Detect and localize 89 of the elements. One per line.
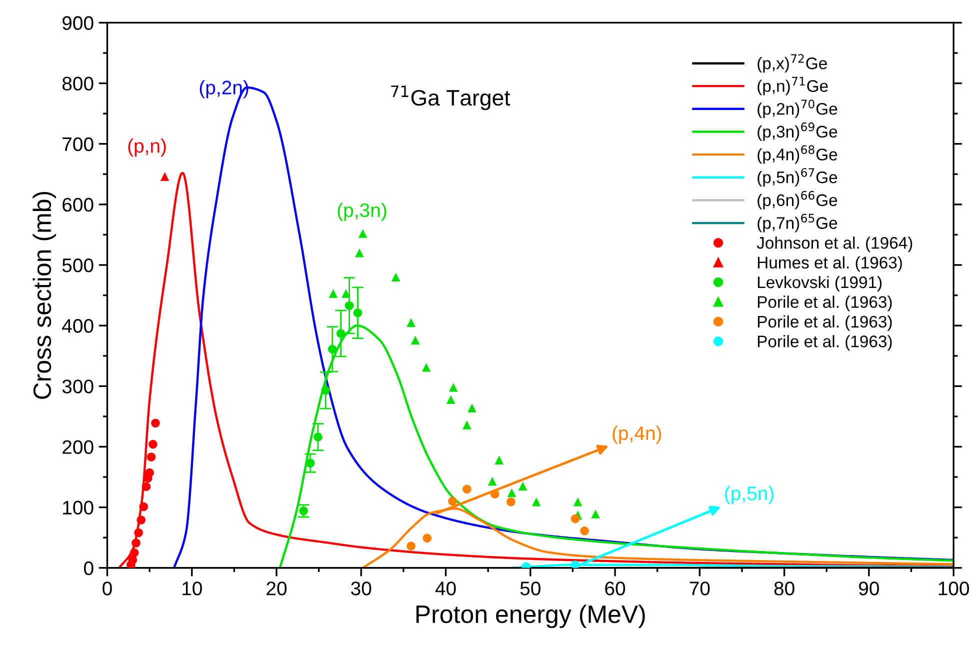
annotation: (p,5n) [725,486,774,504]
point [591,510,600,518]
legend-label: (p,x)$^{72}$Ge [758,54,827,73]
point [406,318,416,327]
legend-label: (p,5n)$^{67}$Ge [758,168,838,187]
point [145,468,154,478]
point [151,418,160,428]
x-tick-label: 40 [435,582,456,596]
x-tick-label: 80 [774,582,794,596]
point [410,336,420,345]
y-tick-label: 400 [62,319,94,333]
point [580,526,589,536]
y-tick-label: 300 [62,380,94,394]
point [570,514,580,524]
legend-label: Porile et al. (1963) [758,296,892,312]
legend-label: (p,4n)$^{68}$Ge [758,145,838,164]
point [507,488,516,498]
x-tick-label: 60 [605,582,626,596]
point [422,362,431,372]
y-tick-label: 900 [62,16,94,30]
y-tick-label: 600 [62,198,94,212]
point [446,395,456,404]
point [160,172,170,181]
legend-label: (p,2n)$^{70}$Ge [758,100,838,118]
point [128,556,138,564]
point [355,248,364,258]
y-axis-title: Cross section (mb) [32,192,56,399]
y-tick-label: 0 [84,561,94,576]
point [306,458,315,468]
x-axis-title: Proton energy (MeV) [416,604,645,628]
legend-label: (p,3n)$^{69}$Ge [758,122,838,141]
annotation: (p,n) [128,138,166,157]
point [406,542,416,550]
legend-label: Porile et al. (1963) [758,315,892,331]
point [488,476,497,486]
point [391,272,400,282]
point [328,344,337,354]
point [448,382,458,392]
point [532,497,541,506]
legend-label: Johnson et al. (1964) [756,236,912,252]
point [448,496,457,506]
point [468,404,476,412]
legend-label: Humes et al. (1963) [758,256,902,272]
legend-label: (p,7n)$^{65}$Ge [758,214,838,232]
annotation: (p,2n) [200,80,248,98]
y-tick-label: 100 [63,500,94,515]
point [328,289,338,298]
annotation: (p,4n) [612,426,662,444]
point [342,289,350,298]
x-tick-label: 70 [690,582,710,596]
annotation: $^{71}$Ga Target [391,86,510,110]
annotation: (p,3n) [338,202,386,221]
point [336,329,346,338]
legend-label: Porile et al. (1963) [758,335,892,351]
point [344,301,354,310]
point [358,229,368,238]
point [136,516,146,524]
y-tick-label: 500 [62,258,94,272]
legend-label: (p,6n)$^{66}$Ge [758,190,838,210]
point [462,420,472,430]
point [494,456,504,464]
point [132,538,140,548]
point [518,482,528,490]
x-tick-label: 50 [520,582,540,596]
x-tick-label: 0 [102,582,112,596]
point [314,432,322,442]
legend-label: (p,n)$^{71}$Ge [758,76,828,96]
y-tick-label: 800 [62,76,94,91]
x-tick-label: 20 [266,582,287,596]
legend-label: Levkovski (1991) [758,276,882,292]
point [134,528,143,538]
x-tick-label: 90 [859,582,879,596]
point [506,497,516,506]
point [130,548,139,558]
point [321,386,330,395]
point [422,534,432,543]
y-tick-label: 700 [62,137,94,152]
point [146,452,156,462]
point [462,484,472,494]
point [142,482,151,492]
point [353,308,362,318]
x-tick-label: 100 [938,582,970,596]
point [139,502,148,512]
x-tick-label: 10 [182,582,202,596]
point [148,440,158,449]
point [573,497,582,506]
y-tick-label: 200 [62,440,94,454]
x-tick-label: 30 [351,582,372,596]
point [299,506,308,516]
